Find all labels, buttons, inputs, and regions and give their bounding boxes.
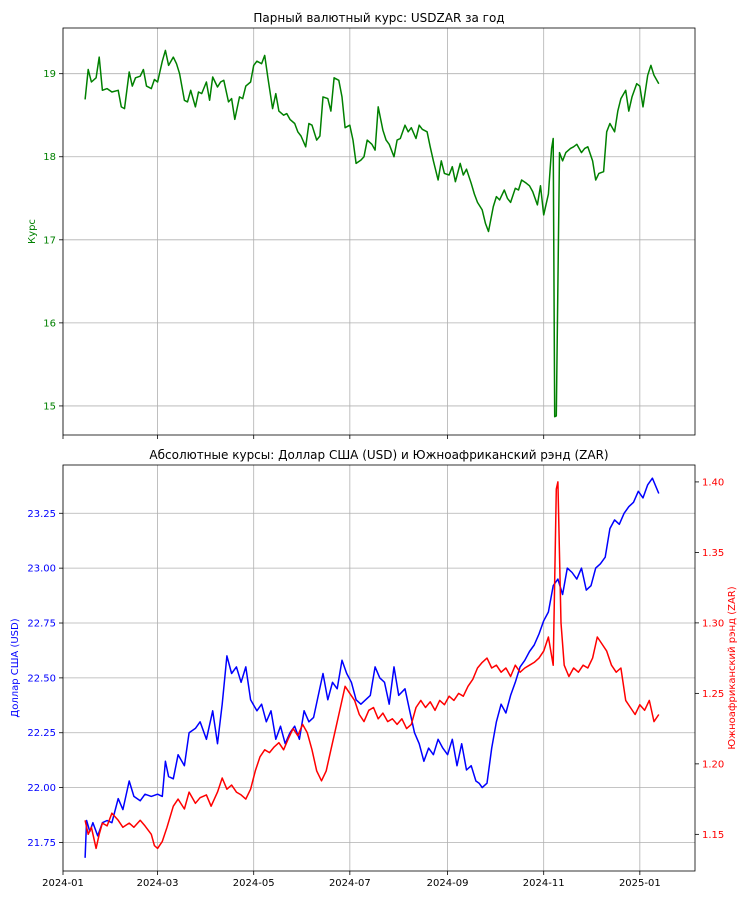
- y-tick-label: 23.00: [27, 564, 56, 575]
- x-tick-label: 2025-01: [619, 878, 661, 889]
- plot-frame: [62, 464, 696, 872]
- y-tick-label: 22.00: [27, 783, 56, 794]
- y-axis-label-rate: Курс: [27, 219, 38, 244]
- y2-tick-label: 1.30: [702, 618, 724, 629]
- y-tick-label: 18: [43, 152, 56, 163]
- grid-lines: [62, 28, 695, 435]
- usdzar-series-line: [84, 49, 660, 418]
- y-tick-label: 16: [43, 318, 56, 329]
- x-tick-label: 2024-05: [233, 878, 275, 889]
- y-axis-label-usd: Доллар США (USD): [10, 618, 21, 717]
- usdzar-chart: Парный валютный курс: USDZAR за год Курс…: [27, 11, 696, 439]
- chart-title-usdzar: Парный валютный курс: USDZAR за год: [253, 11, 504, 25]
- axis-ticks: 15 16 17 18 19: [43, 69, 641, 439]
- usd-series-line: [84, 477, 660, 858]
- y2-tick-label: 1.25: [702, 689, 724, 700]
- series-lines: [84, 477, 660, 858]
- y-tick-label: 15: [43, 401, 56, 412]
- axis-ticks: 2024-01 2024-03 2024-05 2024-07 2024-09 2024-…: [27, 477, 724, 889]
- y-tick-label: 19: [43, 69, 56, 80]
- series-lines: [84, 49, 660, 418]
- y-tick-label: 21.75: [27, 838, 56, 849]
- grid-lines: [62, 465, 695, 871]
- chart-title-absolute: Абсолютные курсы: Доллар США (USD) и Южн…: [149, 448, 608, 462]
- y-tick-label: 17: [43, 235, 56, 246]
- x-tick-label: 2024-01: [42, 878, 84, 889]
- y2-tick-label: 1.20: [702, 759, 724, 770]
- x-tick-label: 2024-07: [329, 878, 371, 889]
- y2-axis-label-zar: Южноафриканский рэнд (ZAR): [727, 586, 738, 749]
- y-tick-label: 22.25: [27, 728, 56, 739]
- x-tick-label: 2024-11: [523, 878, 565, 889]
- y-tick-label: 22.50: [27, 673, 56, 684]
- x-tick-label: 2024-03: [137, 878, 179, 889]
- x-tick-label: 2024-09: [427, 878, 469, 889]
- y2-tick-label: 1.40: [702, 477, 724, 488]
- plot-frame: [62, 27, 696, 436]
- y2-tick-label: 1.15: [702, 830, 724, 841]
- y-tick-label: 22.75: [27, 619, 56, 630]
- zar-series-line: [84, 481, 660, 850]
- y2-tick-label: 1.35: [702, 548, 724, 559]
- usd-zar-absolute-chart: Абсолютные курсы: Доллар США (USD) и Южн…: [10, 448, 738, 889]
- y-tick-label: 23.25: [27, 509, 56, 520]
